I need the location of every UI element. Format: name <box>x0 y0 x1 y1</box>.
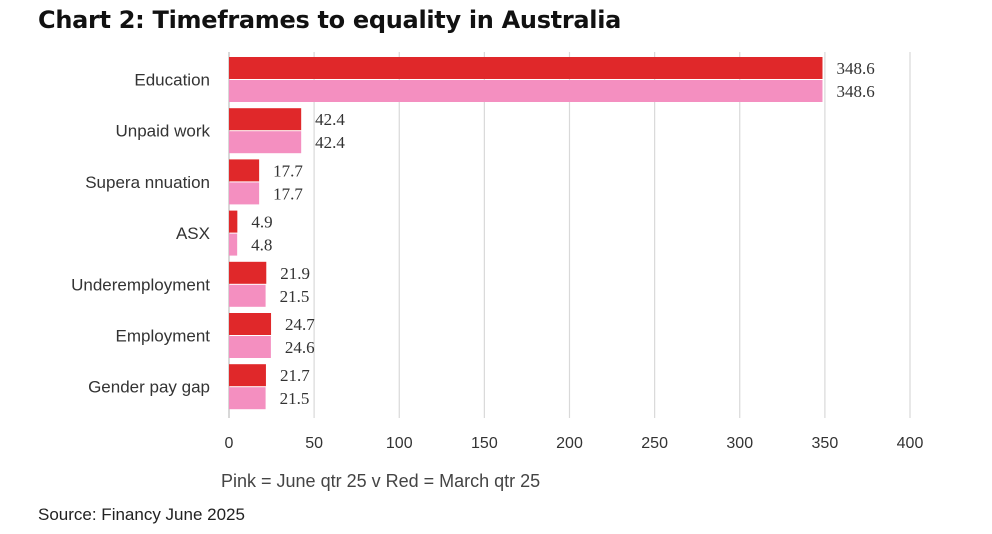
value-label: 348.6 <box>836 82 874 101</box>
x-tick-label: 0 <box>225 435 234 452</box>
value-label: 21.5 <box>280 287 310 306</box>
value-label: 21.9 <box>280 264 310 283</box>
x-tick-label: 250 <box>641 435 668 452</box>
bar-march-underemployment <box>229 261 267 284</box>
bar-june-underemployment <box>229 284 266 307</box>
bar-march-unpaid-work <box>229 108 302 131</box>
value-label: 24.6 <box>285 338 315 357</box>
x-tick-label: 200 <box>556 435 583 452</box>
category-label: ASX <box>176 224 210 243</box>
value-label: 42.4 <box>315 110 345 129</box>
x-tick-label: 400 <box>897 435 924 452</box>
value-label: 348.6 <box>836 59 874 78</box>
bar-march-education <box>229 57 823 79</box>
bar-march-superannuation <box>229 159 260 182</box>
value-label: 17.7 <box>273 184 303 203</box>
value-label: 17.7 <box>273 161 303 180</box>
bar-june-gender-pay-gap <box>229 387 266 410</box>
value-label: 4.8 <box>251 236 272 255</box>
x-tick-label: 100 <box>386 435 413 452</box>
bar-june-asx <box>229 233 238 256</box>
bar-june-education <box>229 80 823 102</box>
category-label: Supera nnuation <box>85 173 210 192</box>
category-label: Underemployment <box>71 275 210 294</box>
chart-title: Chart 2: Timeframes to equality in Austr… <box>38 6 622 34</box>
value-label: 4.9 <box>251 213 272 232</box>
value-label: 42.4 <box>315 133 345 152</box>
bar-june-unpaid-work <box>229 131 302 154</box>
bar-march-employment <box>229 313 272 335</box>
category-label: Employment <box>116 327 211 346</box>
category-label: Unpaid work <box>116 122 211 141</box>
source-note: Source: Financy June 2025 <box>38 505 245 524</box>
value-label: 21.5 <box>280 389 310 408</box>
x-tick-label: 350 <box>812 435 839 452</box>
legend-text: Pink = June qtr 25 v Red = March qtr 25 <box>221 471 540 491</box>
bar-june-employment <box>229 336 271 358</box>
bar-march-asx <box>229 210 238 233</box>
category-label: Gender pay gap <box>88 378 210 397</box>
x-tick-label: 300 <box>726 435 753 452</box>
value-label: 21.7 <box>280 366 310 385</box>
category-label: Education <box>134 71 210 90</box>
bar-march-gender-pay-gap <box>229 364 266 387</box>
bar-june-superannuation <box>229 182 260 205</box>
x-tick-label: 50 <box>305 435 323 452</box>
x-tick-label: 150 <box>471 435 498 452</box>
value-label: 24.7 <box>285 315 315 334</box>
